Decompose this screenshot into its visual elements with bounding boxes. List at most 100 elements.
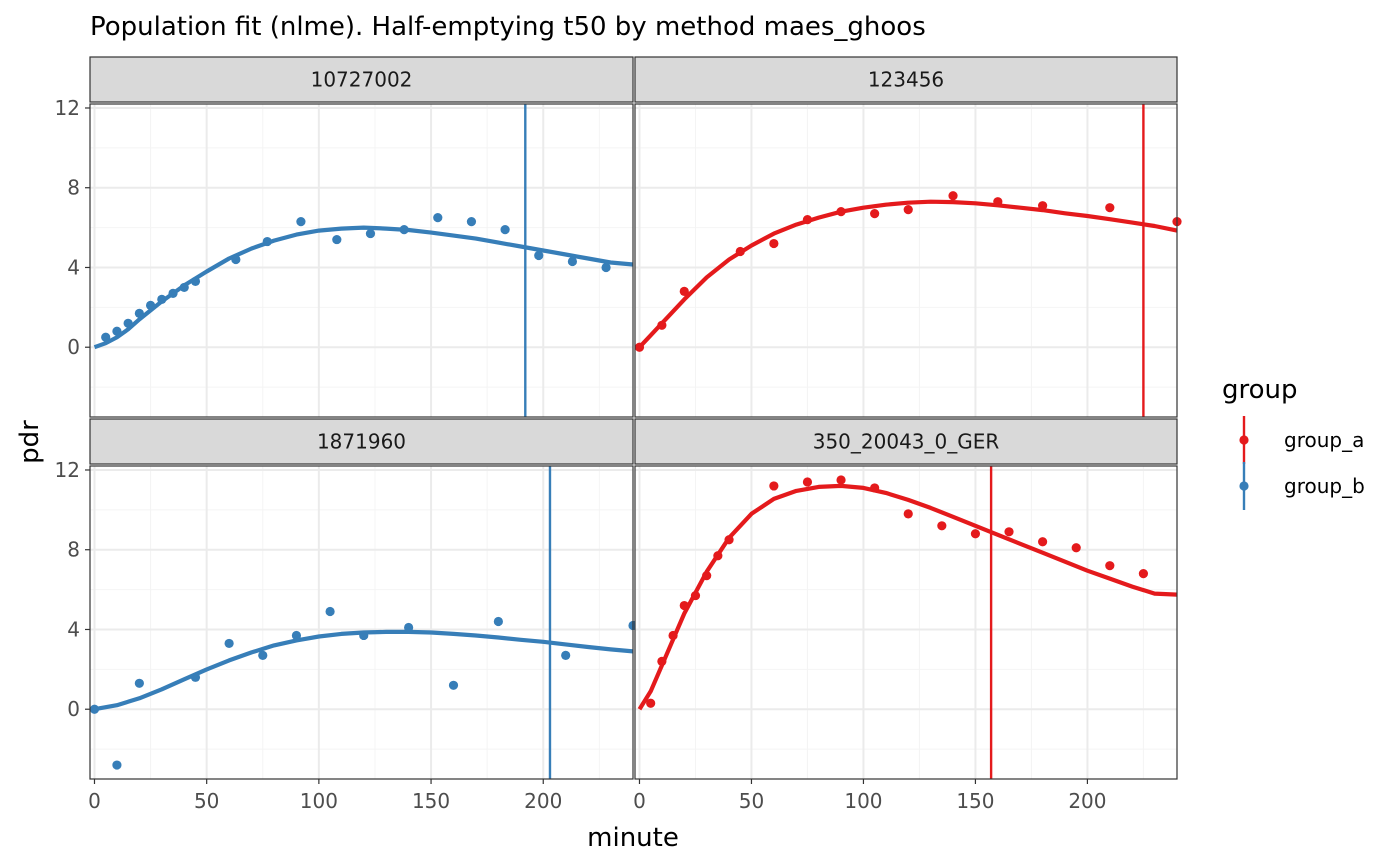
y-axis-label: pdr xyxy=(15,420,45,464)
data-point xyxy=(690,590,701,601)
panel-background xyxy=(90,466,633,779)
strip-background xyxy=(89,56,634,103)
fit-curve xyxy=(93,225,634,350)
x-tick-label: 200 xyxy=(524,789,562,813)
data-point xyxy=(359,630,369,641)
data-point xyxy=(1138,569,1149,579)
data-point xyxy=(724,535,734,545)
data-point xyxy=(134,678,144,688)
y-tick-label: 4 xyxy=(67,255,80,279)
facet-panel: 1871960 0 4 8 12 0 50 100 150 200 xyxy=(55,418,638,813)
panel-border xyxy=(634,103,1178,418)
x-tick-label: 50 xyxy=(739,789,764,813)
data-point xyxy=(870,483,880,493)
data-point xyxy=(567,256,578,267)
x-tick-label: 200 xyxy=(1068,789,1106,813)
strip-label: 123456 xyxy=(868,68,944,92)
data-point xyxy=(601,262,611,273)
chart-title: Population fit (nlme). Half-emptying t50… xyxy=(90,12,926,42)
data-point xyxy=(657,656,667,666)
data-point xyxy=(713,551,723,561)
data-point xyxy=(646,698,656,708)
data-point xyxy=(948,191,958,201)
legend-label: group_b xyxy=(1284,474,1365,498)
data-point xyxy=(145,300,156,310)
data-point xyxy=(179,282,189,293)
facet-panel: 10727002 0 4 8 12 xyxy=(55,56,634,418)
x-tick-label: 150 xyxy=(412,789,450,813)
x-tick-label: 150 xyxy=(956,789,994,813)
data-point xyxy=(1004,527,1014,537)
panel-background xyxy=(90,104,633,417)
data-point xyxy=(657,320,667,330)
data-point xyxy=(561,650,571,660)
fit-curve xyxy=(637,483,1178,711)
strip-background xyxy=(634,56,1178,103)
legend-key-point xyxy=(1239,435,1249,445)
data-point xyxy=(296,217,306,227)
data-point xyxy=(433,213,443,223)
data-point xyxy=(1105,203,1115,213)
strip-label: 1871960 xyxy=(317,430,406,454)
panel-border xyxy=(89,465,634,780)
data-point xyxy=(89,704,100,714)
data-point xyxy=(262,236,272,247)
data-point xyxy=(1071,543,1081,553)
x-tick-label: 0 xyxy=(88,789,101,813)
data-point xyxy=(735,246,745,257)
data-point xyxy=(836,207,846,217)
data-point xyxy=(448,680,459,690)
data-point xyxy=(157,294,167,304)
strip-label: 10727002 xyxy=(311,68,413,92)
data-point xyxy=(112,326,122,336)
y-tick-label: 12 xyxy=(55,96,80,120)
data-point xyxy=(702,571,712,581)
data-point xyxy=(1038,201,1048,211)
y-tick-label: 4 xyxy=(67,617,80,641)
y-tick-label: 0 xyxy=(67,335,80,359)
legend-key-point xyxy=(1239,481,1249,491)
y-tick-label: 0 xyxy=(67,697,80,721)
panel-border xyxy=(634,465,1178,780)
data-point xyxy=(190,672,201,682)
data-point xyxy=(1038,537,1048,547)
data-point xyxy=(224,638,234,649)
y-tick-label: 8 xyxy=(67,176,80,200)
data-point xyxy=(112,760,122,770)
x-tick-label: 50 xyxy=(194,789,219,813)
data-point xyxy=(534,250,544,261)
strip-background xyxy=(634,418,1178,465)
data-point xyxy=(634,342,645,352)
data-point xyxy=(332,234,342,245)
data-point xyxy=(870,209,880,219)
data-point xyxy=(134,308,144,318)
panel-background xyxy=(635,104,1177,417)
panels-group: 10727002 0 4 8 12 123456 1871960 0 4 8 12 0 50 100 150… xyxy=(55,56,1182,813)
data-point xyxy=(668,630,678,641)
x-axis-label: minute xyxy=(587,823,679,853)
data-point xyxy=(903,509,913,519)
data-point xyxy=(258,650,268,660)
data-point xyxy=(365,228,376,239)
strip-background xyxy=(89,418,634,465)
facet-panel: 123456 xyxy=(634,56,1182,418)
data-point xyxy=(101,332,111,342)
panel-border xyxy=(89,103,634,418)
data-point xyxy=(399,224,409,235)
data-point xyxy=(993,197,1003,207)
legend-entry: group_a xyxy=(1239,416,1364,464)
legend-title: group xyxy=(1222,375,1298,405)
data-point xyxy=(679,600,689,611)
fit-curve xyxy=(637,199,1178,349)
data-point xyxy=(404,622,414,633)
data-point xyxy=(679,286,689,297)
data-point xyxy=(769,238,779,249)
data-point xyxy=(168,288,178,298)
data-point xyxy=(190,276,201,287)
data-point xyxy=(836,475,846,485)
data-point xyxy=(1105,561,1115,571)
legend-entry: group_b xyxy=(1239,462,1365,510)
data-point xyxy=(493,616,503,627)
data-point xyxy=(325,606,335,617)
